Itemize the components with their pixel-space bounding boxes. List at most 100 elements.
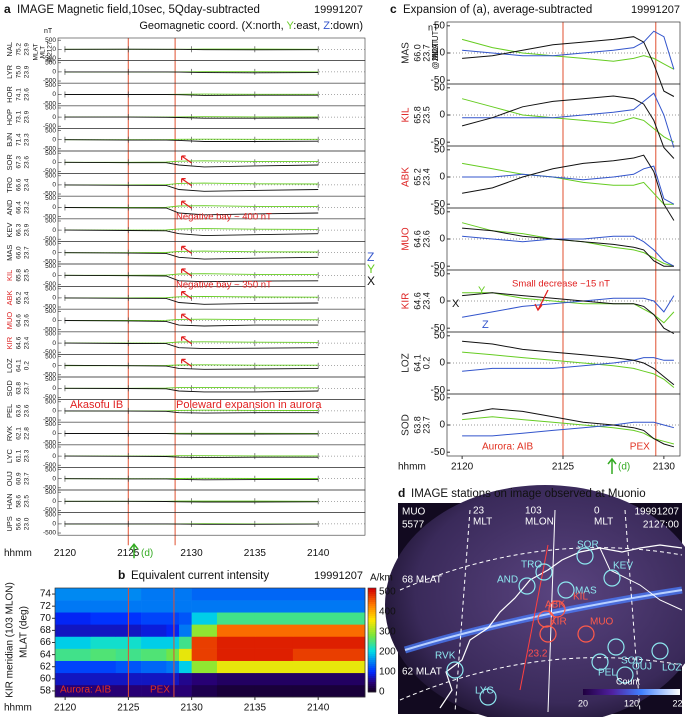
- station-name: LYR: [5, 64, 14, 79]
- station-mlat: 63.8: [16, 382, 23, 395]
- heat-cell: [293, 685, 365, 697]
- heat-cell: [217, 624, 255, 636]
- heat-cell: [141, 649, 167, 661]
- station-name: HOP: [5, 109, 14, 125]
- y-tick-label: 0: [439, 420, 445, 431]
- time-label: hhmm: [4, 548, 32, 559]
- y-tick-label: 500: [45, 308, 56, 315]
- heat-cell: [166, 673, 179, 685]
- heat-cell: [90, 673, 116, 685]
- colorbar-tick-label: 120: [624, 698, 639, 708]
- y-tick-label: 70: [40, 613, 52, 624]
- heat-cell: [179, 588, 192, 600]
- station-mlt: 23.6: [24, 156, 31, 169]
- y-tick-label: 500: [45, 218, 56, 225]
- station-name: KIR: [5, 336, 14, 349]
- heat-cell: [255, 600, 293, 612]
- component-label: Y: [478, 285, 486, 297]
- heat-cell: [192, 600, 218, 612]
- y-tick-label: 0: [52, 521, 56, 528]
- station-name: KIR: [401, 293, 412, 310]
- annotation: Poleward expansion in aurora: [176, 399, 322, 411]
- subtitle-part: Geomagnetic coord. (X:north,: [139, 20, 286, 32]
- heat-cell: [293, 649, 365, 661]
- station-label: LYC: [475, 686, 494, 697]
- heat-cell: [141, 624, 167, 636]
- station-mlat: 64.6: [16, 336, 23, 349]
- y-axis-title: KIR meridian (103 MLON): [5, 582, 16, 698]
- marker-label: Aurora: AIB: [60, 685, 111, 696]
- heat-cell: [90, 588, 116, 600]
- colorbar-tick-label: 100: [379, 667, 396, 678]
- y-tick-label: 500: [45, 399, 56, 406]
- station-label: KEV: [613, 561, 633, 572]
- station-name: SOD: [5, 380, 14, 397]
- y-tick-label: 64: [40, 649, 52, 660]
- heat-cell: [192, 612, 218, 624]
- station-name: MUO: [5, 312, 14, 330]
- station-label: MUO: [590, 617, 614, 628]
- y-tick-label: 0: [439, 234, 445, 245]
- station-mlat: 65.8: [16, 269, 23, 282]
- heat-cell: [217, 600, 255, 612]
- y-tick-label: 0: [52, 272, 56, 279]
- station-mlat: 73.1: [16, 110, 23, 123]
- subtitle-part: :east,: [293, 20, 323, 32]
- panel-label: d: [398, 486, 405, 500]
- panel-title: Equivalent current intensity: [131, 570, 269, 582]
- x-tick-label: 2120: [54, 703, 77, 714]
- y-tick-label: 66: [40, 637, 52, 648]
- x-tick-label: 2125: [117, 548, 140, 559]
- heat-cell: [217, 636, 255, 648]
- station-mlat: 75.0: [16, 65, 23, 78]
- heat-cell: [55, 649, 91, 661]
- heat-cell: [217, 649, 255, 661]
- heat-cell: [179, 600, 192, 612]
- heat-cell: [255, 636, 293, 648]
- heat-cell: [293, 588, 365, 600]
- y-tick-label: 0: [52, 385, 56, 392]
- panel-date: 19991207: [314, 570, 363, 582]
- station-name: HAN: [5, 493, 14, 509]
- heat-cell: [55, 624, 91, 636]
- y-tick-label: 50: [434, 206, 446, 217]
- station-label: ABK: [545, 600, 565, 611]
- y-tick-label: 500: [45, 466, 56, 473]
- mlt-unit: MLT: [473, 517, 492, 528]
- heat-cell: [179, 661, 192, 673]
- colorbar-tick-label: 200: [379, 647, 396, 658]
- y-tick-label: -50: [431, 447, 446, 458]
- y-tick-label: 0: [52, 430, 56, 437]
- y-tick-label: 0: [52, 136, 56, 143]
- heat-cell: [90, 624, 116, 636]
- heat-cell: [255, 673, 293, 685]
- y-tick-label: 500: [45, 331, 56, 338]
- station-mlt: 23.4: [421, 168, 431, 186]
- trace-x: [65, 434, 318, 435]
- marker-label: Aurora: AIB: [482, 442, 533, 453]
- mlt-value: 23: [473, 506, 485, 517]
- y-tick-label: 500: [45, 376, 56, 383]
- y-tick-label: 500: [45, 173, 56, 180]
- wavelength: 5577: [402, 520, 425, 531]
- annotation: Small decrease ~15 nT: [512, 279, 610, 290]
- x-tick-label: 2120: [54, 548, 77, 559]
- station-name: RVK: [5, 426, 14, 441]
- x-tick-label: 2120: [451, 462, 474, 473]
- y-tick-label: 50: [434, 144, 446, 155]
- heat-cell: [90, 612, 116, 624]
- heat-cell: [55, 673, 91, 685]
- d-marker: (d): [618, 462, 630, 473]
- y-tick-label: 0: [439, 358, 445, 369]
- y-tick-label: 0: [52, 249, 56, 256]
- station-mlat: 56.6: [16, 517, 23, 530]
- panel-title: Expansion of (a), average-subtracted: [403, 4, 592, 16]
- y-tick-label: 0: [52, 408, 56, 415]
- heat-cell: [217, 685, 255, 697]
- y-tick-label: 500: [45, 512, 56, 519]
- y-tick-label: 50: [434, 330, 446, 341]
- heat-cell: [293, 636, 365, 648]
- station-name: MAS: [401, 42, 412, 64]
- station-mlat: 63.6: [16, 404, 23, 417]
- station-mlat: 64.1: [16, 359, 23, 372]
